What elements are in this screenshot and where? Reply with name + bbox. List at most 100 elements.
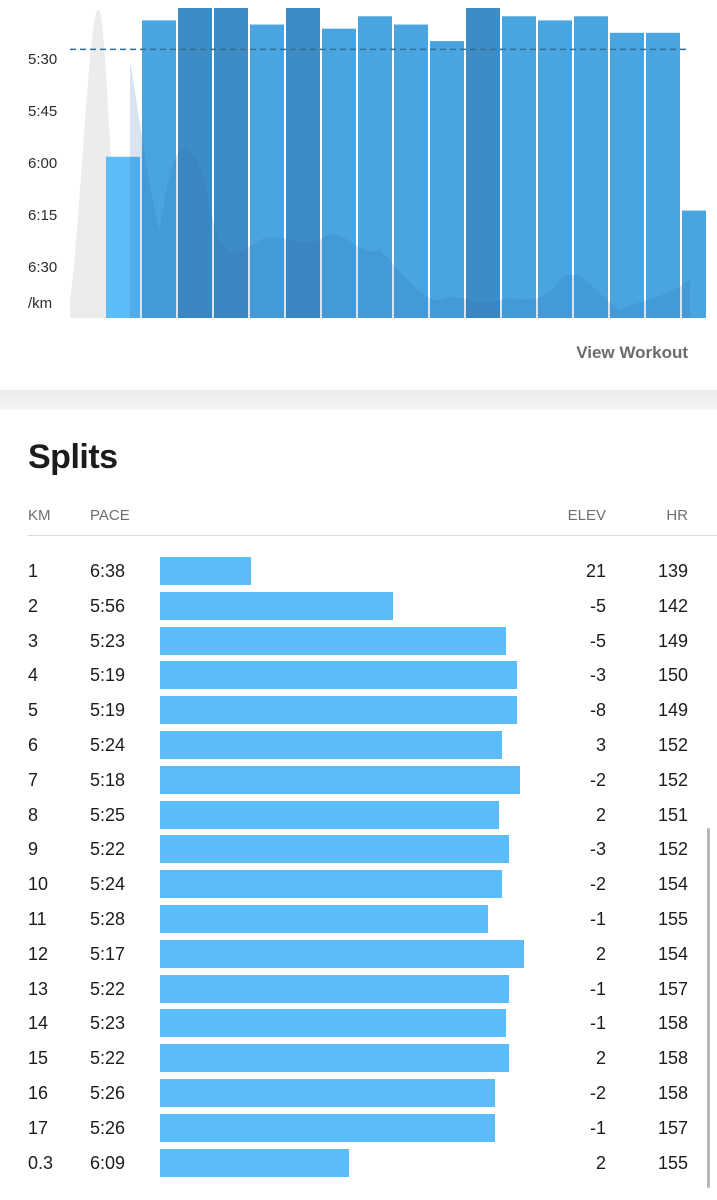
km-column-header: KM xyxy=(28,507,51,524)
split-pace-bar xyxy=(160,1148,350,1177)
split-pace-bar xyxy=(160,696,517,725)
heart-rate-overlay xyxy=(130,60,690,318)
split-km: 7 xyxy=(28,769,39,790)
split-km: 12 xyxy=(28,943,49,964)
pace-bar xyxy=(178,8,212,318)
split-heart-rate: 142 xyxy=(657,595,688,616)
split-pace: 5:24 xyxy=(90,874,126,895)
split-row: 15 5:22 2 158 xyxy=(0,1040,717,1075)
split-elevation: -5 xyxy=(589,595,606,616)
split-km: 3 xyxy=(28,630,39,651)
split-elevation: 2 xyxy=(595,1048,606,1069)
split-km: 9 xyxy=(28,839,39,860)
pace-bar xyxy=(466,8,500,318)
split-km: 4 xyxy=(28,665,39,686)
split-heart-rate: 158 xyxy=(657,1048,688,1069)
split-row: 9 5:22 -3 152 xyxy=(0,831,717,866)
split-pace: 5:26 xyxy=(90,1082,126,1103)
split-elevation: -8 xyxy=(589,700,606,721)
split-km: 17 xyxy=(28,1117,49,1138)
split-pace: 5:19 xyxy=(90,665,126,686)
scrollbar[interactable] xyxy=(707,828,710,1188)
split-heart-rate: 150 xyxy=(657,665,688,686)
split-pace: 5:56 xyxy=(90,595,126,616)
split-pace-bar xyxy=(160,835,510,864)
pace-bar xyxy=(286,8,320,318)
split-row: 5 5:19 -8 149 xyxy=(0,692,717,727)
split-pace-bar xyxy=(160,1044,510,1073)
pace-bar xyxy=(538,20,572,319)
split-pace-bar xyxy=(160,557,251,585)
pace-bar xyxy=(502,16,536,319)
split-pace-bar xyxy=(160,1009,506,1038)
split-heart-rate: 155 xyxy=(657,908,688,929)
split-row: 12 5:17 2 154 xyxy=(0,936,717,971)
split-row: 6 5:24 3 152 xyxy=(0,727,717,762)
split-row: 11 5:28 -1 155 xyxy=(0,901,717,936)
pace-bar xyxy=(394,24,428,319)
split-pace: 6:38 xyxy=(90,561,126,581)
split-km: 6 xyxy=(28,734,39,755)
split-row: 2 5:56 -5 142 xyxy=(0,588,717,623)
split-row: 1 6:38 21 139 xyxy=(0,553,717,588)
pace-bar xyxy=(682,210,706,318)
split-elevation: -1 xyxy=(589,908,606,929)
split-elevation: -5 xyxy=(589,630,606,651)
y-tick-label: 5:45 xyxy=(28,103,58,120)
split-pace-bar xyxy=(160,765,521,794)
pace-bar xyxy=(574,16,608,319)
split-elevation: 21 xyxy=(585,561,606,581)
split-elevation: -1 xyxy=(589,1117,606,1138)
split-elevation: -1 xyxy=(589,978,606,999)
split-elevation: 2 xyxy=(595,804,606,825)
split-heart-rate: 158 xyxy=(657,1082,688,1103)
split-elevation: 2 xyxy=(595,1152,606,1173)
split-heart-rate: 154 xyxy=(657,874,688,895)
split-pace: 5:18 xyxy=(90,769,126,790)
split-row: 13 5:22 -1 157 xyxy=(0,971,717,1006)
pace-bar xyxy=(430,41,464,319)
split-pace-bar xyxy=(160,626,506,655)
split-pace-bar xyxy=(160,870,503,899)
split-row: 10 5:24 -2 154 xyxy=(0,866,717,901)
split-elevation: -1 xyxy=(589,1013,606,1034)
split-heart-rate: 152 xyxy=(657,769,688,790)
y-tick-label: 5:30 xyxy=(28,51,58,68)
header-divider xyxy=(28,535,717,536)
split-km: 14 xyxy=(28,1013,49,1034)
split-pace: 5:22 xyxy=(90,1048,126,1069)
pace-column-header: PACE xyxy=(90,507,130,524)
split-pace-bar xyxy=(160,904,488,933)
split-row: 16 5:26 -2 158 xyxy=(0,1075,717,1110)
split-pace-bar xyxy=(160,730,503,759)
pace-chart-card: 5:30 5:45 6:00 6:15 6:30 /km View Workou… xyxy=(0,0,717,390)
split-heart-rate: 149 xyxy=(657,700,688,721)
split-elevation: -3 xyxy=(589,665,606,686)
section-divider xyxy=(0,390,717,410)
split-km: 0.3 xyxy=(28,1152,54,1173)
split-pace-bar xyxy=(160,1113,495,1142)
split-heart-rate: 157 xyxy=(657,978,688,999)
split-pace: 5:28 xyxy=(90,908,126,929)
split-elevation: -3 xyxy=(589,839,606,860)
y-tick-label: 6:00 xyxy=(28,155,58,172)
split-pace: 5:24 xyxy=(90,734,126,755)
split-row: 7 5:18 -2 152 xyxy=(0,762,717,797)
pace-bar xyxy=(322,28,356,319)
split-km: 1 xyxy=(28,561,39,581)
split-row: 14 5:23 -1 158 xyxy=(0,1005,717,1040)
split-pace: 5:23 xyxy=(90,630,126,651)
y-tick-label: 6:30 xyxy=(28,259,58,276)
hr-column-header: HR xyxy=(666,507,688,524)
split-row: 0.3 6:09 2 155 xyxy=(0,1145,717,1180)
y-axis-unit: /km xyxy=(28,295,53,312)
split-pace: 5:25 xyxy=(90,804,126,825)
elev-column-header: ELEV xyxy=(567,507,606,524)
view-workout-link[interactable]: View Workout xyxy=(576,343,688,362)
split-km: 15 xyxy=(28,1048,49,1069)
pace-bar xyxy=(250,24,284,319)
split-pace: 6:09 xyxy=(90,1152,126,1173)
split-heart-rate: 158 xyxy=(657,1013,688,1034)
split-heart-rate: 152 xyxy=(657,839,688,860)
split-pace: 5:22 xyxy=(90,978,126,999)
